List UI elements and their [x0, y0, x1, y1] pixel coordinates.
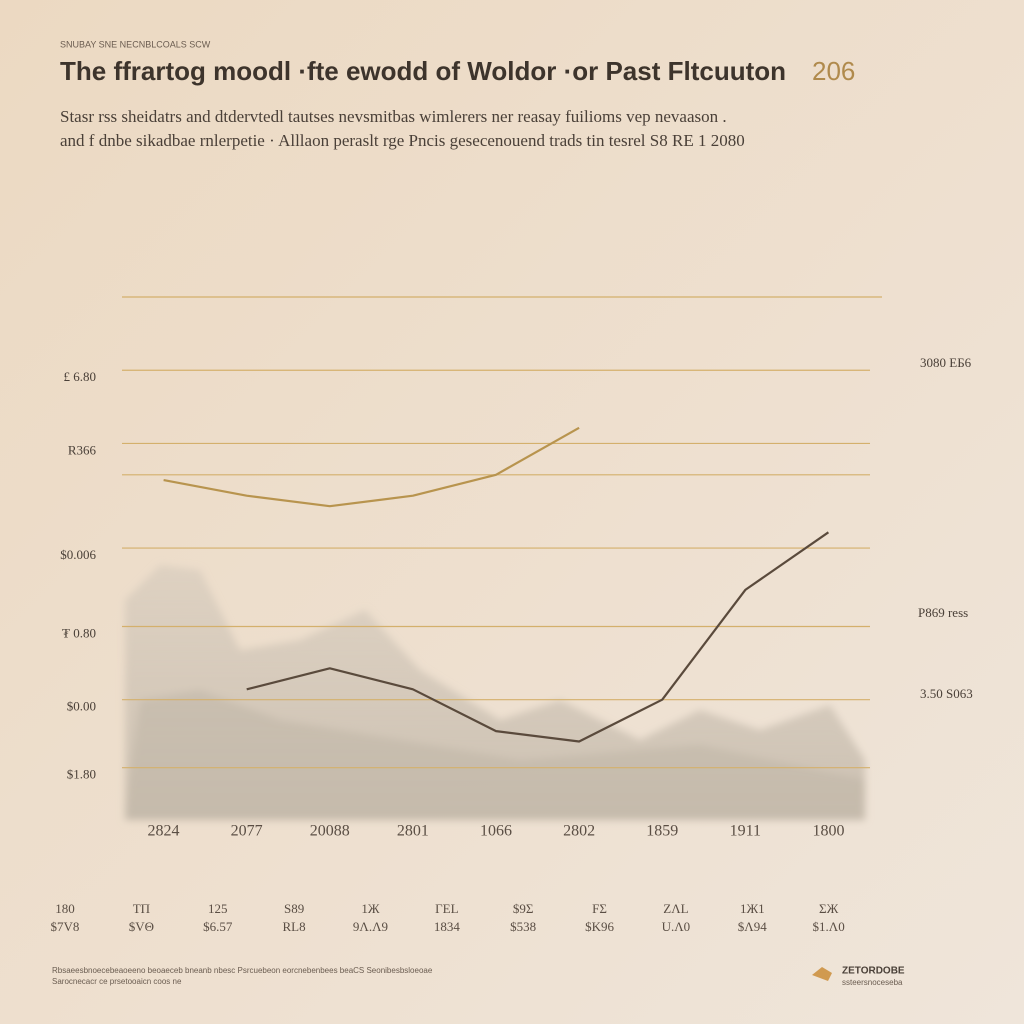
table-cell: 1834	[434, 919, 461, 934]
table-cell: S89	[284, 901, 304, 916]
table-cell: FΣ	[592, 901, 607, 916]
series-line	[163, 426, 580, 508]
table-cell: 1Ж	[361, 901, 380, 916]
table-cell: TΠ	[133, 901, 150, 916]
table-cell: ZΛL	[663, 901, 688, 916]
table-cell: 1Ж1	[740, 901, 765, 916]
table-cell: $Λ94	[738, 919, 767, 934]
chart-title: The ffrartog moodl ·fte ewodd of Woldor …	[60, 56, 786, 86]
footnote: Rbsaeesbnoecebeaoeeno beoaeceb bneanb nb…	[52, 966, 433, 975]
y-tick-label: $0.006	[60, 547, 96, 562]
x-tick-label: 2802	[563, 823, 595, 840]
table-cell: $VΘ	[129, 919, 154, 934]
table-cell: $6.57	[203, 919, 233, 934]
table-cell: 180	[55, 901, 75, 916]
table-cell: $7V8	[51, 919, 80, 934]
table-cell: $538	[510, 919, 536, 934]
x-tick-label: 1066	[480, 823, 512, 840]
table-cell: RL8	[283, 919, 306, 934]
table-cell: 125	[208, 901, 228, 916]
subtitle: Stasr rss sheidatrs and dtdervtedl tauts…	[60, 107, 727, 126]
y-tick-label: ₮ 0.80	[62, 625, 96, 640]
brand-logo	[812, 967, 832, 981]
footnote: Sarocnecacr ce prsetooaicn coos ne	[52, 977, 182, 986]
y-tick-label: $0.00	[67, 699, 96, 714]
y-tick-label: $1.80	[67, 767, 96, 782]
x-tick-label: 2824	[148, 823, 180, 840]
brand-tagline: ssteersnoceseba	[842, 978, 903, 987]
x-tick-label: 1800	[812, 823, 844, 840]
right-label: 3080 ЕБ6	[920, 355, 972, 370]
table-cell: $K96	[585, 919, 614, 934]
x-tick-label: 1911	[730, 823, 761, 840]
right-label: P869 ress	[918, 605, 968, 620]
table-cell: ΣЖ	[819, 901, 839, 916]
title-badge: 206	[812, 56, 855, 86]
background-hills	[125, 565, 865, 820]
x-tick-label: 1859	[646, 823, 678, 840]
table-cell: ΓEL	[435, 901, 458, 916]
y-tick-label: £ 6.80	[64, 369, 97, 384]
y-tick-label: R366	[68, 442, 97, 457]
table-cell: 9Λ.Λ9	[353, 919, 388, 934]
series-line	[246, 531, 830, 743]
table-cell: $1.Λ0	[813, 919, 845, 934]
x-tick-label: 2801	[397, 823, 429, 840]
brand: ZETORDOBE	[842, 966, 905, 977]
x-tick-label: 20088	[310, 823, 350, 840]
subtitle: and f dnbe sikadbae rnlerpetie · Alllaon…	[60, 131, 745, 150]
kicker: SNUBAY SNE NECNBLCOALS SCW	[60, 39, 211, 49]
table-cell: U.Λ0	[662, 919, 691, 934]
table-cell: $9Σ	[513, 901, 534, 916]
x-tick-label: 2077	[231, 823, 263, 840]
right-label: 3.50 S063	[920, 686, 973, 701]
